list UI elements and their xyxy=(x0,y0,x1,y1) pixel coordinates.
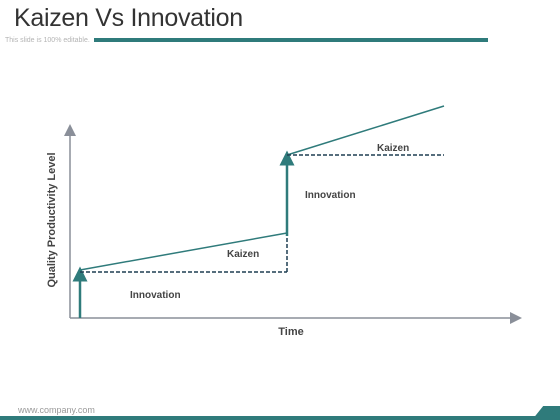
label-innovation-upper: Innovation xyxy=(305,190,356,201)
slide-title: Kaizen Vs Innovation xyxy=(14,4,243,32)
label-innovation-lower: Innovation xyxy=(130,290,181,301)
x-axis-label: Time xyxy=(278,326,303,338)
kaizen-slope-lower xyxy=(79,232,288,271)
label-kaizen-upper: Kaizen xyxy=(377,143,409,154)
slide-subtitle: This slide is 100% editable. xyxy=(5,37,90,44)
kaizen-slope-upper xyxy=(286,105,445,156)
label-kaizen-lower: Kaizen xyxy=(227,249,259,260)
footer-bar xyxy=(0,416,560,420)
y-axis-label: Quality Productivity Level xyxy=(46,152,58,287)
footer-url: www.company.com xyxy=(18,405,95,415)
header-rule xyxy=(94,38,488,42)
